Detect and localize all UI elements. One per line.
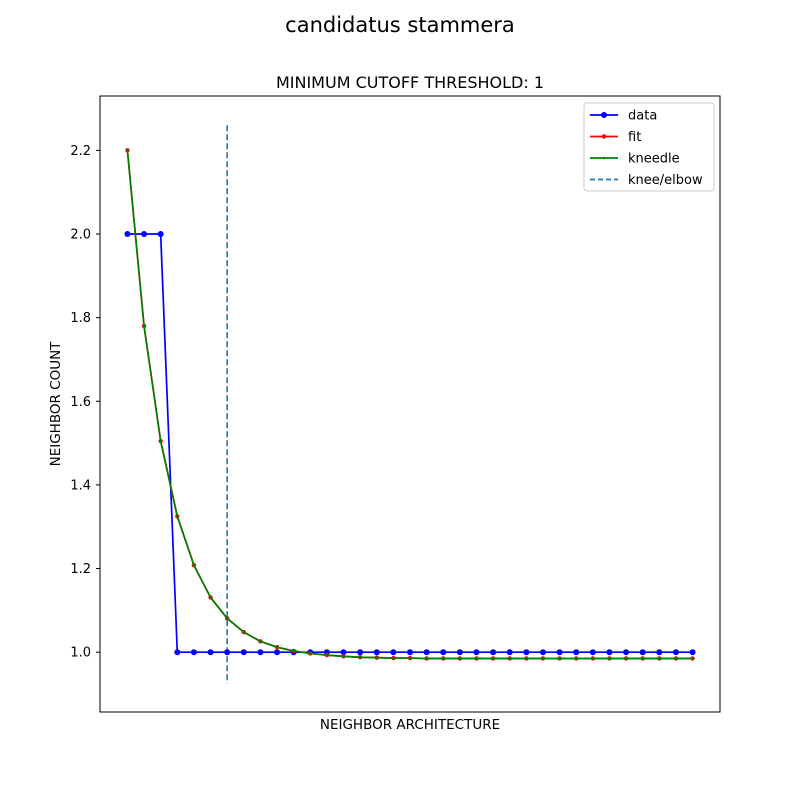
legend: data fit kneedle knee/elbow [583,102,715,192]
point-data [556,649,563,656]
y-axis-label: NEIGHBOR COUNT [48,341,64,467]
point-kneedle [558,657,561,660]
point-kneedle [475,657,478,660]
point-data [656,649,663,656]
point-data [407,649,413,656]
point-data [124,231,131,238]
legend-frame [583,102,715,192]
y-tick-label: 1.8 [70,311,91,326]
point-data [240,649,247,656]
point-kneedle [275,645,279,649]
point-kneedle [442,657,445,660]
point-kneedle [458,657,462,660]
legend-label-kneedle: kneedle [628,152,680,167]
series-line-fit [126,150,693,660]
plot-frame [99,95,721,713]
point-data [623,649,630,656]
point-kneedle [658,657,661,660]
point-data [456,649,463,656]
x-axis-label: NEIGHBOR ARCHITECTURE [320,717,500,733]
point-kneedle [541,657,545,660]
point-data [141,231,148,238]
plot-series [124,125,696,684]
point-data [423,649,430,656]
y-tick-label: 1.4 [70,478,91,493]
point-data [390,649,397,656]
point-data [506,649,513,656]
series-line-kneedle [126,150,693,660]
y-tick-label: 2.0 [70,228,91,243]
legend-marker-data [601,112,607,118]
point-kneedle [508,657,511,660]
legend-label-data: data [628,109,657,124]
y-tick-label: 1.6 [70,395,91,410]
point-kneedle [641,657,644,660]
point-data [589,649,596,656]
figure-suptitle: candidatus stammera [285,13,515,37]
point-kneedle [408,656,412,660]
y-tick-label: 1.0 [70,646,91,661]
y-tick-label: 1.2 [70,562,91,577]
point-kneedle [259,640,262,643]
point-data [573,649,580,656]
point-data [672,649,679,656]
point-kneedle [525,657,528,660]
point-data [689,649,696,656]
point-data [357,649,364,656]
point-kneedle [192,564,196,567]
point-data [190,649,197,656]
point-kneedle [575,657,578,660]
point-data [473,649,480,656]
y-tick-label: 2.2 [70,144,91,159]
y-axis: 1.0 1.2 1.4 1.6 1.8 2.0 2.2 [70,144,100,661]
point-kneedle [209,596,212,599]
legend-label-knee-elbow: knee/elbow [628,173,703,188]
point-data [257,649,264,656]
point-kneedle [225,617,229,620]
point-data [274,649,281,656]
point-kneedle [309,652,312,655]
series-line-data [127,233,693,654]
point-kneedle [126,149,129,152]
point-kneedle [608,657,611,660]
point-kneedle [159,439,162,443]
point-data [523,649,530,656]
point-data [490,649,497,656]
point-data [174,649,181,656]
point-kneedle [392,656,395,660]
point-kneedle [242,630,245,634]
point-kneedle [358,656,362,659]
point-kneedle [491,657,495,660]
point-kneedle [591,657,595,660]
point-data [606,649,613,656]
legend-label-fit: fit [628,130,641,145]
point-kneedle [342,655,345,658]
point-kneedle [624,657,628,660]
point-data [373,649,380,656]
chart-title: MINIMUM CUTOFF THRESHOLD: 1 [276,73,544,92]
point-data [440,649,447,656]
legend-marker-fit [601,134,607,139]
point-data [340,649,347,656]
point-data [539,649,546,656]
point-kneedle [292,649,295,653]
point-kneedle [375,656,378,659]
point-kneedle [325,653,329,657]
point-kneedle [142,324,146,328]
point-kneedle [176,515,179,518]
legend-marker-kneedle [602,156,606,160]
point-kneedle [674,657,678,660]
point-data [639,649,646,656]
point-kneedle [425,657,428,660]
point-data [224,649,231,656]
point-data [207,649,214,656]
point-kneedle [691,657,694,660]
point-data [157,231,164,238]
